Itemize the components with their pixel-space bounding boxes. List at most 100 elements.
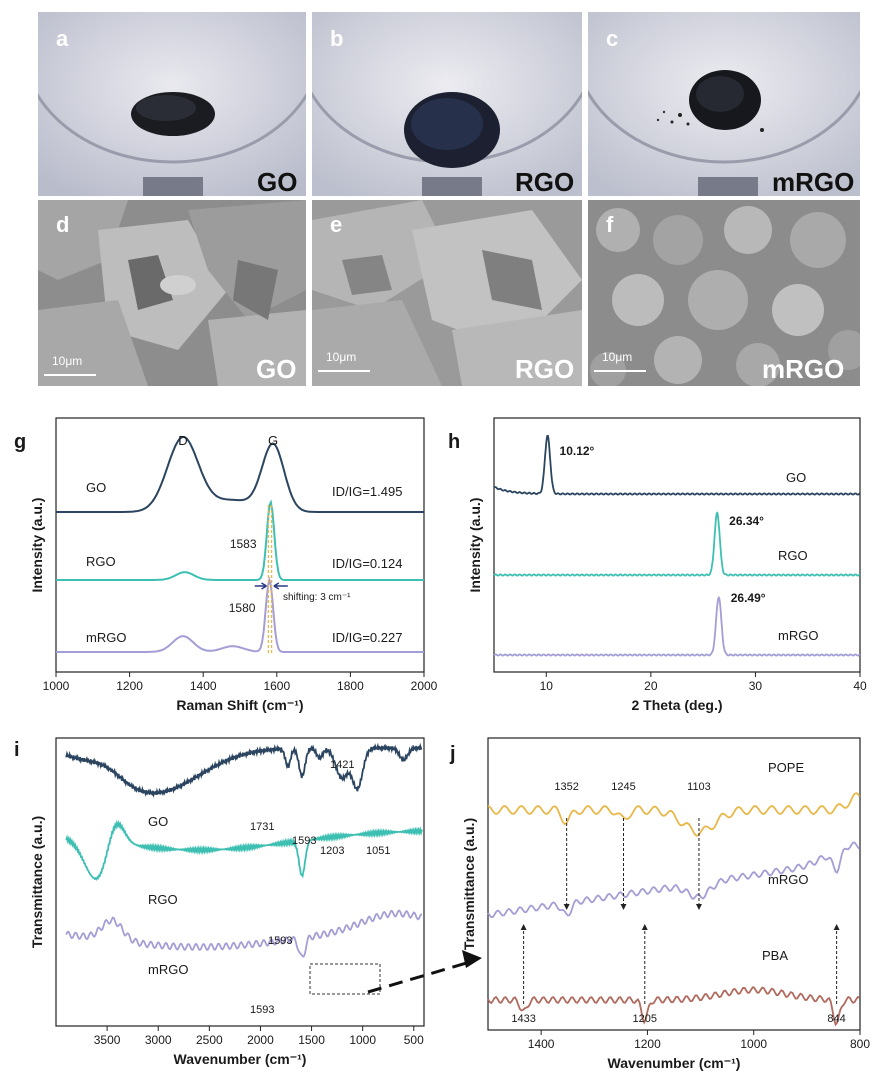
x-tick-label: 1200 xyxy=(634,1037,661,1051)
raman-line-mrgo xyxy=(56,576,424,653)
x-tick-label: 1500 xyxy=(298,1033,325,1047)
band-label: 1051 xyxy=(366,845,390,857)
plot-frame xyxy=(493,417,861,673)
band-guide-arrow xyxy=(620,904,627,910)
band-label: 844 xyxy=(827,1013,845,1025)
y-axis-label: Transmittance (a.u.) xyxy=(29,816,45,948)
panel-letter-d: d xyxy=(56,212,70,237)
series-label-rgo: RGO xyxy=(148,892,178,907)
sem-micrograph xyxy=(38,200,306,386)
series-label-rgo: RGO xyxy=(778,548,808,563)
petri-dish-photo xyxy=(588,12,860,196)
x-tick-label: 3000 xyxy=(145,1033,172,1047)
zoom-region-box xyxy=(309,963,381,995)
scale-label-e: 10μm xyxy=(326,350,357,364)
panel-letter-c: c xyxy=(606,26,619,51)
series-label-go: GO xyxy=(148,814,168,829)
band-label: 1421 xyxy=(330,759,354,771)
x-tick-label: 40 xyxy=(853,679,867,693)
sem-label-rgo: RGO xyxy=(515,354,575,384)
band-guide-arrow xyxy=(520,924,527,930)
series-label-mrgo: mRGO xyxy=(86,630,126,645)
ftir-line-go xyxy=(65,742,423,798)
series-label-mrgo: mRGO xyxy=(778,628,818,643)
x-tick-label: 1000 xyxy=(349,1033,376,1047)
ftir-line-pope xyxy=(487,792,861,837)
series-label-mrgo: mRGO xyxy=(768,872,808,887)
shift-annotation: shifting: 3 cm⁻¹ xyxy=(283,592,351,603)
y-axis-label: Transmittance (a.u.) xyxy=(461,818,477,950)
panel-letter-g: g xyxy=(14,431,26,453)
x-tick-label: 2000 xyxy=(247,1033,274,1047)
x-axis-label: Wavenumber (cm⁻¹) xyxy=(608,1055,741,1071)
sem-panel-d xyxy=(38,200,306,386)
panel-letter-e: e xyxy=(330,212,343,237)
peak-position-label: 1583 xyxy=(230,537,257,551)
x-axis-label: 2 Theta (deg.) xyxy=(631,697,722,713)
sem-micrograph xyxy=(312,200,582,386)
zoom-arrow-head xyxy=(462,950,482,968)
band-label: 1205 xyxy=(633,1013,657,1025)
x-tick-label: 2000 xyxy=(411,679,438,693)
band-label: 1203 xyxy=(320,845,344,857)
peak-label-d: D xyxy=(178,433,187,448)
photo-label-rgo: RGO xyxy=(515,167,575,197)
shift-arrow-left xyxy=(254,582,267,590)
band-label: 1245 xyxy=(611,781,635,793)
x-axis-label: Wavenumber (cm⁻¹) xyxy=(174,1051,307,1067)
y-axis-label: Intensity (a.u.) xyxy=(467,498,483,593)
x-axis-label: Raman Shift (cm⁻¹) xyxy=(176,697,303,713)
x-tick-label: 800 xyxy=(850,1037,870,1051)
panel-letter-j: j xyxy=(449,743,456,765)
x-tick-label: 30 xyxy=(749,679,763,693)
x-tick-label: 500 xyxy=(404,1033,424,1047)
band-guide-arrow xyxy=(563,904,570,910)
band-label: 1352 xyxy=(554,781,578,793)
x-tick-label: 3500 xyxy=(94,1033,121,1047)
sem-label-mrgo: mRGO xyxy=(762,354,845,384)
scale-bar-e xyxy=(318,370,370,372)
scale-bar-f xyxy=(594,370,646,372)
series-label-pba: PBA xyxy=(762,948,788,963)
raman-line-go xyxy=(56,436,424,513)
sem-panel-e xyxy=(312,200,582,386)
peak-angle-label: 26.49° xyxy=(731,591,766,605)
y-axis-label: Intensity (a.u.) xyxy=(29,498,45,593)
xrd-line-mrgo xyxy=(493,595,861,657)
series-label-go: GO xyxy=(86,480,106,495)
x-tick-label: 2500 xyxy=(196,1033,223,1047)
plot-frame xyxy=(487,737,861,1031)
scale-label-f: 10μm xyxy=(602,350,633,364)
x-tick-label: 1600 xyxy=(263,679,290,693)
sem-micrograph xyxy=(588,200,860,386)
petri-dish-photo xyxy=(312,12,582,196)
band-label: 1731 xyxy=(250,821,274,833)
photo-label-mrgo: mRGO xyxy=(772,167,855,197)
band-label: 1433 xyxy=(511,1013,535,1025)
panel-letter-a: a xyxy=(56,26,69,51)
photo-panel-c xyxy=(588,12,860,196)
band-label: 1593 xyxy=(268,935,292,947)
band-label: 1593 xyxy=(292,835,316,847)
ftir-line-rgo xyxy=(65,819,423,881)
band-guide-arrow xyxy=(833,924,840,930)
photo-panel-b xyxy=(312,12,582,196)
x-tick-label: 1400 xyxy=(190,679,217,693)
raman-line-rgo xyxy=(56,499,424,581)
band-guide-arrow xyxy=(641,924,648,930)
photo-panel-a xyxy=(38,12,306,196)
petri-dish-photo xyxy=(38,12,306,196)
panel-letter-h: h xyxy=(448,431,460,453)
band-label: 1593 xyxy=(250,1004,274,1016)
scale-bar-d xyxy=(44,374,96,376)
shift-arrow-right xyxy=(273,582,288,590)
series-label-mrgo: mRGO xyxy=(148,962,188,977)
band-guide-arrow xyxy=(695,904,702,910)
peak-label-g: G xyxy=(268,433,278,448)
series-label-pope: POPE xyxy=(768,760,804,775)
ftir-line-mrgo-zoom xyxy=(487,841,861,918)
series-label-rgo: RGO xyxy=(86,554,116,569)
sem-label-go: GO xyxy=(256,354,297,384)
x-tick-label: 1200 xyxy=(116,679,143,693)
